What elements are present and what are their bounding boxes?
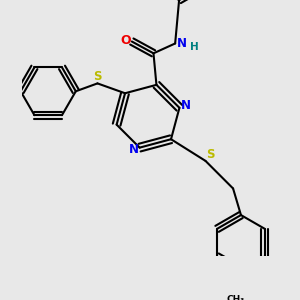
Text: S: S [93,70,102,83]
Text: N: N [129,143,139,156]
Text: N: N [177,37,187,50]
Text: S: S [206,148,215,161]
Text: O: O [121,34,131,47]
Text: H: H [190,42,199,52]
Text: CH₃: CH₃ [227,295,245,300]
Text: N: N [181,99,191,112]
